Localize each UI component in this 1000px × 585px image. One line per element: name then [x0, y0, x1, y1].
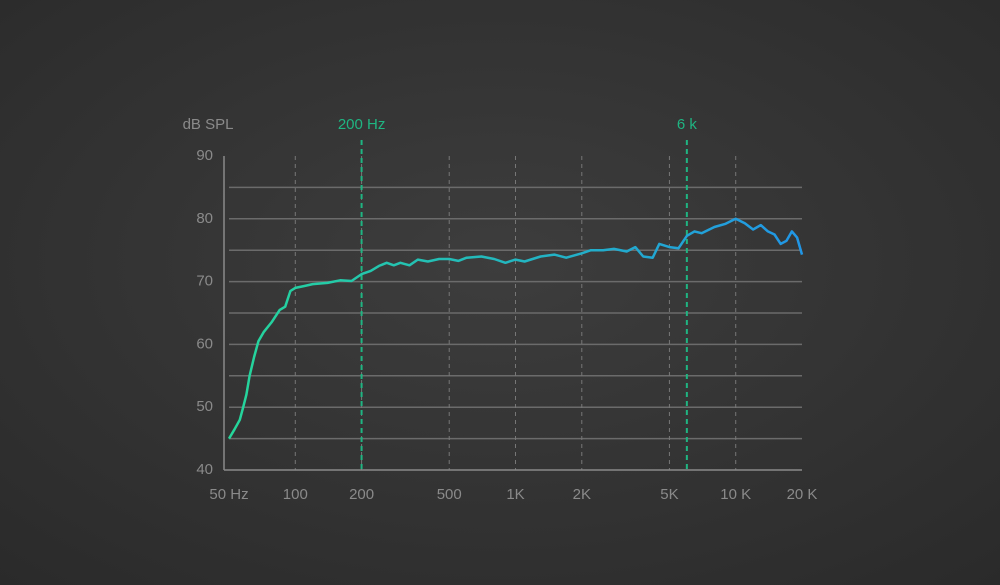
x-tick-label: 500 — [437, 486, 462, 503]
x-tick-label: 10 K — [720, 486, 751, 503]
y-tick-label: 40 — [196, 461, 213, 478]
x-tick-label: 100 — [283, 486, 308, 503]
y-tick-label: 60 — [196, 335, 213, 352]
y-tick-label: 50 — [196, 398, 213, 415]
y-axis-label: dB SPL — [183, 116, 234, 133]
marker-label: 200 Hz — [338, 116, 386, 133]
y-tick-label: 80 — [196, 210, 213, 227]
y-tick-label: 90 — [196, 147, 213, 164]
x-tick-label: 2K — [573, 486, 591, 503]
x-tick-label: 50 Hz — [209, 486, 248, 503]
x-tick-label: 1K — [506, 486, 524, 503]
y-tick-label: 70 — [196, 273, 213, 290]
marker-label: 6 k — [677, 116, 698, 133]
x-tick-label: 200 — [349, 486, 374, 503]
x-tick-label: 5K — [660, 486, 678, 503]
response-line — [227, 217, 804, 440]
x-tick-label: 20 K — [787, 486, 818, 503]
